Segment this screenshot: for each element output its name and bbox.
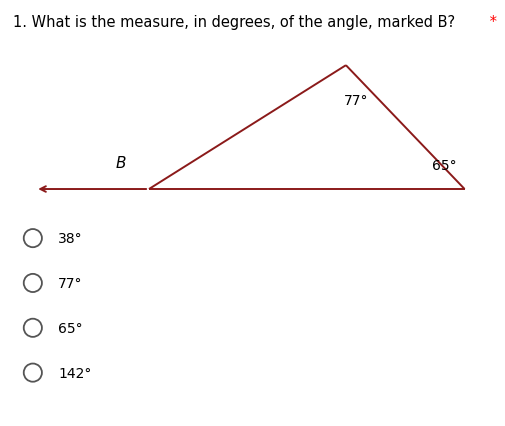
Text: 1. What is the measure, in degrees, of the angle, marked B?: 1. What is the measure, in degrees, of t… [13,15,454,30]
Text: 65°: 65° [432,158,457,173]
Text: 77°: 77° [343,94,368,108]
Text: 142°: 142° [58,366,91,380]
Text: 65°: 65° [58,321,83,335]
Text: 38°: 38° [58,232,83,245]
Text: B: B [116,155,126,170]
Text: *: * [485,15,497,30]
Text: 77°: 77° [58,276,83,290]
